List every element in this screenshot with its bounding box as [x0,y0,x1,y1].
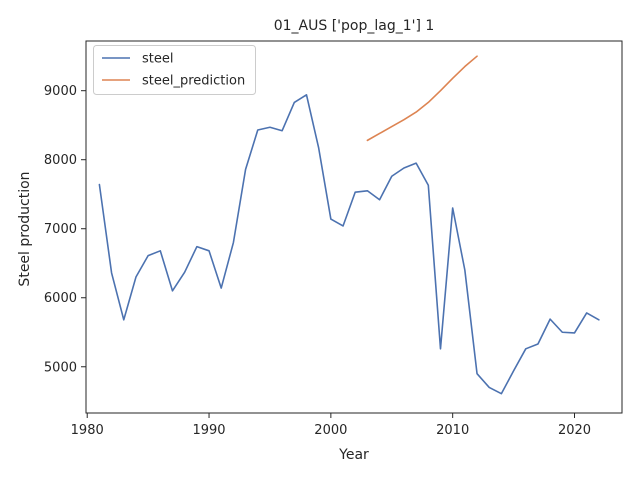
y-tick-label: 9000 [44,84,77,99]
x-axis-label: Year [338,447,369,463]
y-tick-label: 7000 [44,222,77,237]
plot-area: 1980 1990 2000 2010 2020 5000 6000 7000 8000 9000 [44,40,623,438]
x-tick-label: 1990 [192,423,225,438]
legend-box [93,45,256,95]
series-line-2 [366,55,478,142]
legend-label-1: steel [142,52,173,67]
x-tick-label: 2000 [314,423,347,438]
legend-label-2: steel_prediction [142,74,245,89]
chart-title: 01_AUS ['pop_lag_1'] 1 [274,18,435,34]
y-axis-label: Steel production [17,171,33,286]
x-tick-label: 2010 [436,423,469,438]
axes-frame [85,40,623,414]
x-tick-label: 1980 [71,423,104,438]
x-tick-label: 2020 [558,423,591,438]
y-tick-label: 5000 [44,360,77,375]
legend: steel steel_prediction [93,45,256,95]
y-tick-label: 6000 [44,291,77,306]
series-line-1 [98,94,600,395]
y-tick-label: 8000 [44,153,77,168]
